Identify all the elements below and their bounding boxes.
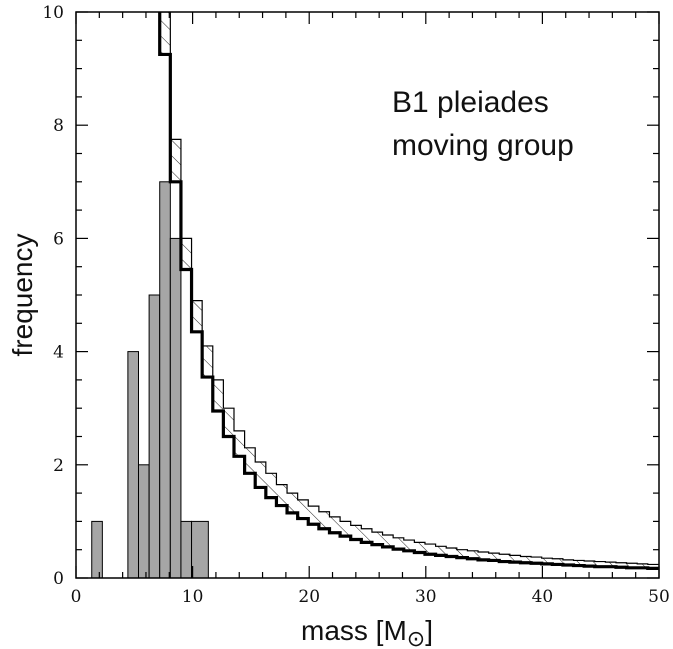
y-tick-label-2: 2 <box>53 456 64 476</box>
model-band-bin-44 <box>605 562 616 567</box>
observed-bar-5 <box>169 237 182 578</box>
model-band-bin-43 <box>594 561 606 567</box>
observed-bar-7 <box>191 520 209 578</box>
model-band-bin-34 <box>499 554 510 562</box>
model-lower-step-line <box>158 12 659 570</box>
model-band-bin-38 <box>541 558 553 564</box>
model-band-bin-25 <box>403 540 415 551</box>
model-band-bin-23 <box>382 534 394 547</box>
x-tick-label-30: 30 <box>415 587 437 607</box>
model-band-bin-10 <box>244 447 256 474</box>
model-band-bin-22 <box>371 532 383 545</box>
observed-bar-2 <box>137 464 150 578</box>
model-band-bin-6 <box>202 345 213 378</box>
model-band-bin-11 <box>255 461 266 488</box>
model-band-bin-18 <box>329 516 341 533</box>
model-band-bin-14 <box>287 493 298 513</box>
observed-bar-0 <box>91 520 103 578</box>
model-band-bin-29 <box>446 548 457 557</box>
model-band-bin-24 <box>393 537 404 550</box>
observed-bar-3 <box>148 294 161 578</box>
x-axis-title-close: ] <box>425 615 433 646</box>
model-band-bin-21 <box>361 528 372 543</box>
model-band-bin-5 <box>191 300 203 332</box>
annotation-line-2: moving group <box>392 129 574 162</box>
x-axis-title-main: mass [M <box>301 615 407 646</box>
model-band-bin-12 <box>265 473 277 498</box>
model-band-bin-48 <box>647 564 659 569</box>
x-tick-label-0: 0 <box>71 587 82 607</box>
y-axis-title: frequency <box>7 234 38 357</box>
model-band-bin-47 <box>637 563 648 568</box>
x-axis-title: mass [M⊙] <box>301 615 433 649</box>
x-axis-title-sun-symbol: ⊙ <box>407 626 425 649</box>
model-band-bin-15 <box>297 499 309 519</box>
model-band-bin-26 <box>414 542 425 553</box>
x-tick-label-20: 20 <box>298 587 320 607</box>
model-band-bin-45 <box>615 562 627 568</box>
model-band-bin-28 <box>435 546 447 556</box>
observed-bar-1 <box>127 351 139 578</box>
observed-bar-6 <box>180 520 193 578</box>
model-band-bin-19 <box>340 521 351 537</box>
model-band-bin-46 <box>626 563 638 568</box>
model-upper-step-line <box>159 12 659 566</box>
model-band-bin-40 <box>562 559 574 565</box>
model-band-bin-17 <box>318 511 330 529</box>
model-band-bin-9 <box>233 430 245 457</box>
x-tick-label-50: 50 <box>648 587 670 607</box>
model-band-bin-36 <box>520 556 532 563</box>
model-band-bin-3 <box>170 139 181 182</box>
model-band-bin-13 <box>276 484 288 506</box>
model-band-bin-31 <box>467 550 479 559</box>
y-tick-label-10: 10 <box>42 3 64 23</box>
model-band-bin-39 <box>552 558 563 565</box>
model-band-bin-41 <box>573 560 585 566</box>
annotation-line-1: B1 pleiades <box>392 86 549 119</box>
y-tick-label-4: 4 <box>53 343 64 363</box>
y-tick-label-8: 8 <box>53 116 64 136</box>
model-band-bin-35 <box>509 555 521 563</box>
model-band-bin-30 <box>456 549 468 558</box>
model-band-bin-16 <box>308 506 319 525</box>
y-tick-label-6: 6 <box>53 229 64 249</box>
model-band-bin-2 <box>159 12 171 55</box>
model-band-bin-42 <box>584 561 595 567</box>
observed-histogram <box>91 181 209 578</box>
x-tick-label-10: 10 <box>182 587 204 607</box>
x-tick-label-40: 40 <box>532 587 554 607</box>
axis-ticks <box>75 11 660 579</box>
model-band-bin-7 <box>212 379 224 412</box>
model-band-bin-4 <box>180 238 192 270</box>
model-band-bin-8 <box>223 408 234 437</box>
y-tick-label-0: 0 <box>53 569 64 589</box>
model-band-bin-37 <box>531 557 542 564</box>
model-band-bin-27 <box>424 544 436 555</box>
plot-area <box>91 12 659 578</box>
model-hatched-band <box>159 12 659 569</box>
model-band-bin-20 <box>350 525 362 540</box>
observed-bar-4 <box>159 181 171 578</box>
axis-tick-labels: 0 10 20 30 40 50 0 2 4 6 8 10 <box>42 3 669 607</box>
model-band-bin-33 <box>488 553 500 561</box>
model-band-bin-32 <box>478 551 489 560</box>
